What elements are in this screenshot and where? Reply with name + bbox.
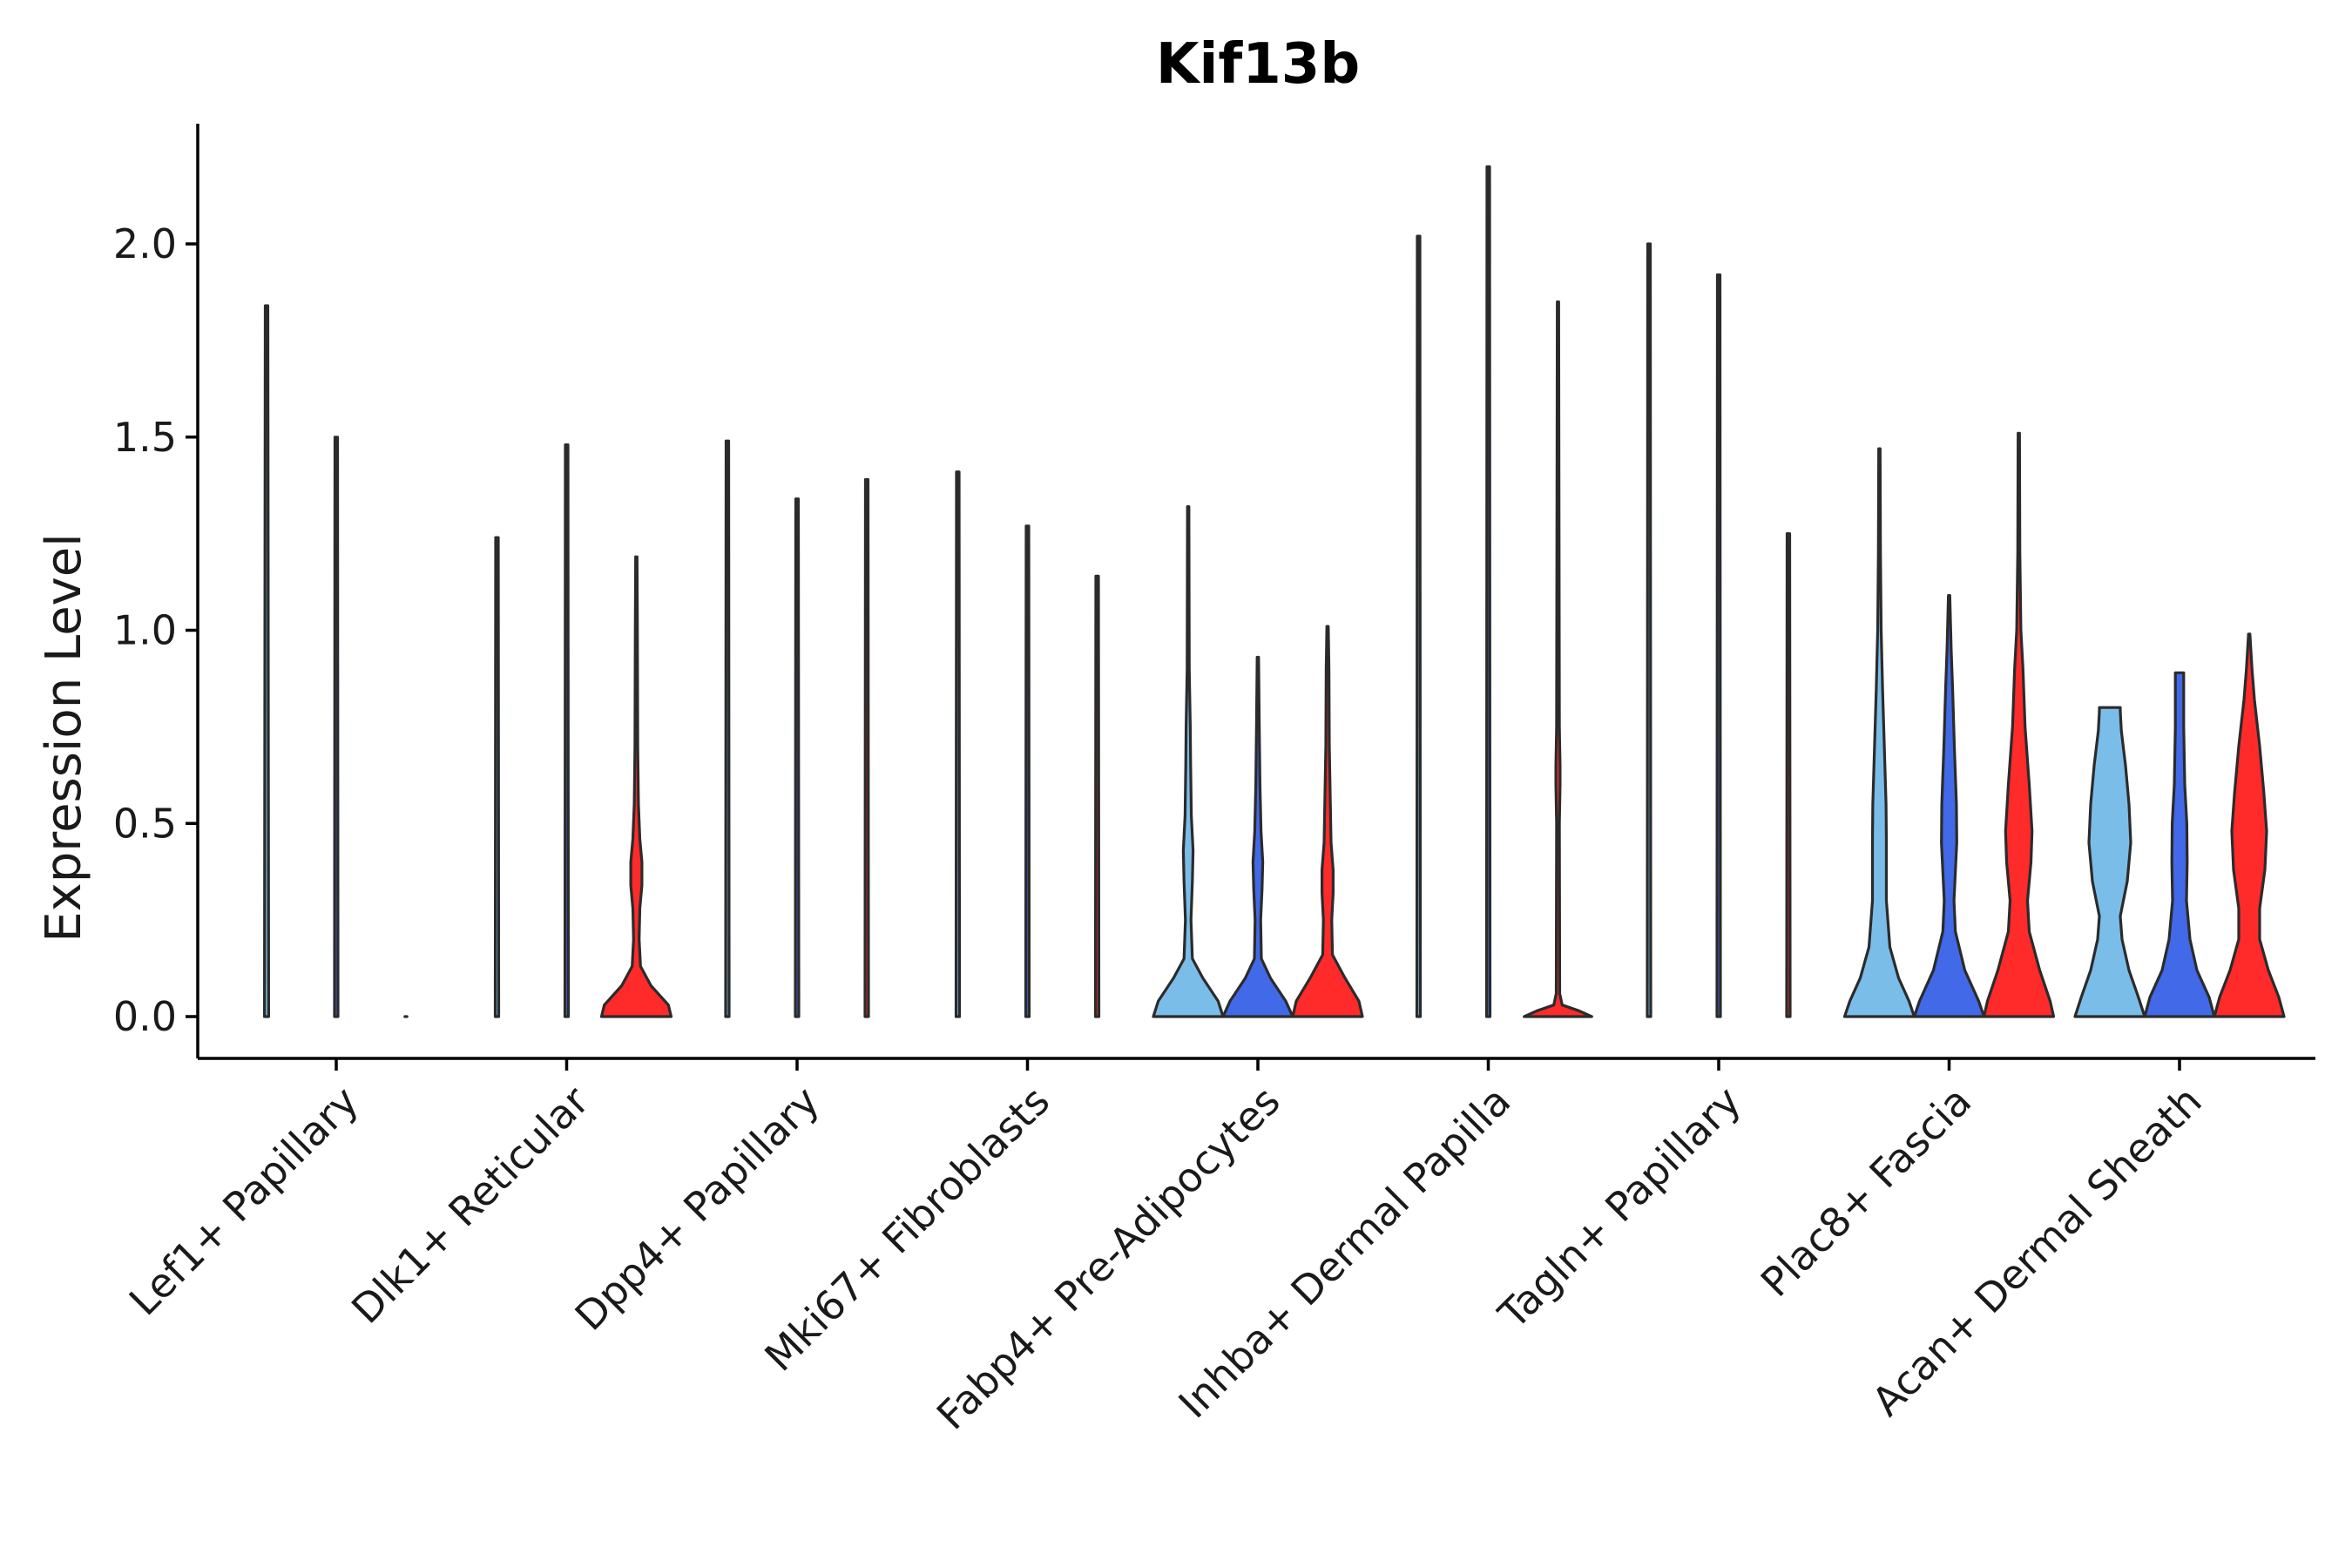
x-tick-label: Dlk1+ Reticular (342, 1078, 598, 1333)
y-tick-label: 1.5 (113, 414, 177, 461)
violin-24 (1982, 431, 2056, 1018)
violin-26 (2143, 671, 2216, 1018)
violin-8 (794, 497, 801, 1018)
violin-5 (563, 443, 571, 1018)
violin-13 (1152, 505, 1225, 1018)
violin-20 (1715, 273, 1722, 1018)
violin-10 (954, 470, 962, 1018)
x-tick-label: Dpp4+ Papillary (566, 1078, 828, 1340)
y-tick-label: 1.0 (113, 607, 177, 654)
violin-14 (1221, 655, 1294, 1018)
violin-9 (863, 477, 870, 1018)
y-axis-label: Expression Level (36, 533, 92, 943)
x-tick-label: Tagln+ Papillary (1489, 1078, 1750, 1339)
y-tick-label: 2.0 (113, 220, 177, 267)
violin-22 (1842, 447, 1916, 1018)
violin-27 (2213, 632, 2286, 1018)
chart-title: Kif13b (1156, 32, 1360, 97)
violin-19 (1646, 242, 1652, 1018)
violin-6 (599, 555, 673, 1018)
plot-area (263, 165, 2286, 1018)
violin-2 (333, 436, 340, 1018)
violin-25 (2073, 706, 2146, 1018)
violin-12 (1093, 574, 1101, 1018)
violin-15 (1291, 625, 1364, 1018)
violin-23 (1912, 594, 1986, 1018)
violin-4 (493, 536, 501, 1018)
violin-7 (724, 439, 731, 1018)
y-tick-label: 0.5 (113, 800, 177, 847)
y-tick-label: 0.0 (113, 993, 177, 1040)
violin-1 (263, 304, 270, 1018)
violin-17 (1484, 165, 1492, 1018)
y-axis-ticks: 0.0 0.5 1.0 1.5 2.0 (113, 220, 198, 1040)
x-tick-label: Lef1+ Papillary (120, 1078, 368, 1325)
violin-18 (1523, 300, 1593, 1018)
violin-11 (1024, 524, 1031, 1018)
violin-16 (1415, 234, 1423, 1018)
violin-21 (1785, 532, 1792, 1018)
x-tick-label: Plac8+ Fascia (1752, 1078, 1980, 1306)
